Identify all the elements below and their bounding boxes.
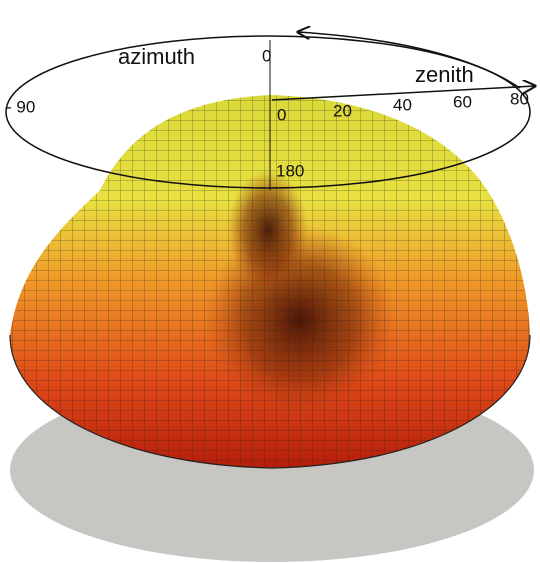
azimuth-tick: - 90 [6, 97, 35, 116]
zenith-axis [271, 86, 535, 101]
zenith-tick: 40 [393, 95, 412, 114]
zenith-tick: 0 [277, 105, 286, 124]
azimuth-circle [5, 35, 531, 189]
zenith-tick: 80 [510, 89, 529, 108]
azimuth-label: azimuth [118, 44, 195, 69]
zenith-tick: 20 [333, 101, 352, 120]
azimuth-tick: 0 [262, 46, 271, 65]
surface-rim [9, 334, 531, 469]
azimuth-tick: 180 [276, 161, 304, 180]
zenith-label: zenith [415, 62, 474, 87]
azimuth-arrow [298, 32, 521, 89]
surface [10, 95, 530, 468]
zenith-tick: 60 [453, 92, 472, 111]
